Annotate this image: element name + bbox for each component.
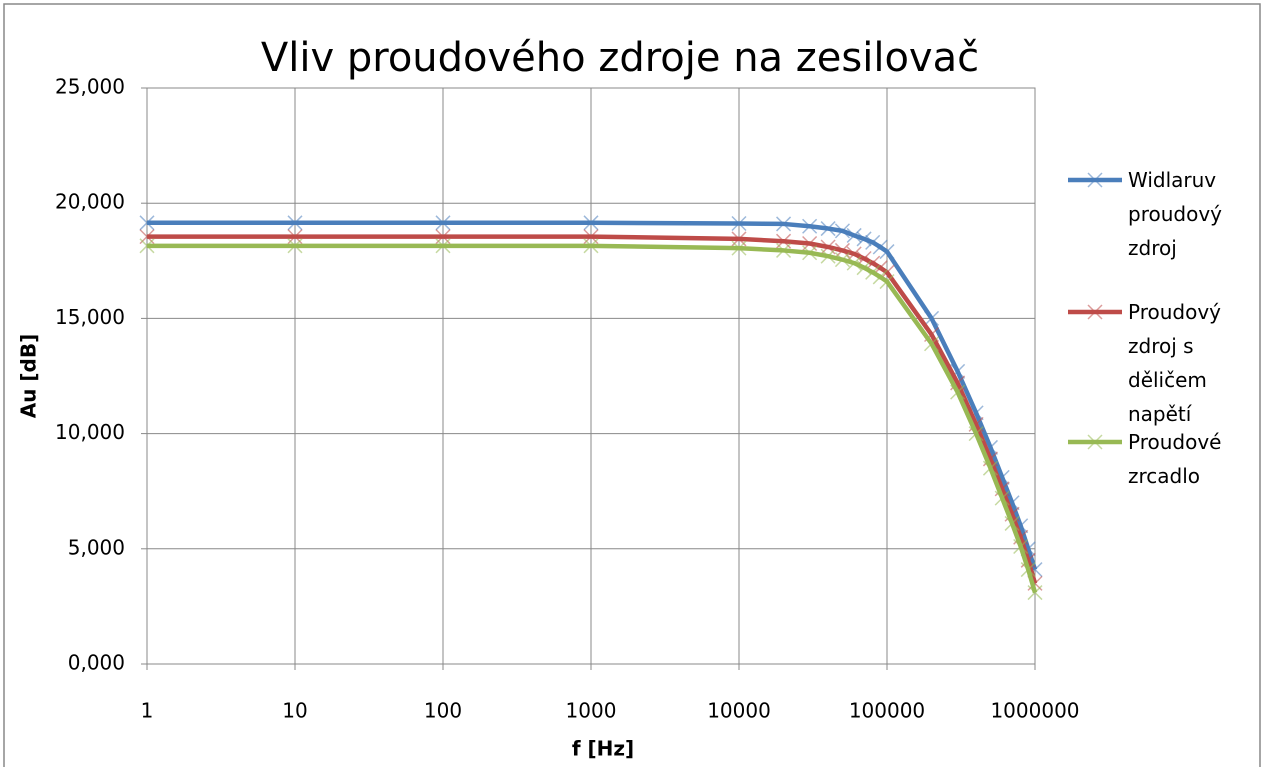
x-tick-label: 1000000 <box>990 699 1079 723</box>
legend-label: Proudové zrcadlo <box>1128 430 1222 488</box>
legend-label: Widlaruv proudový zdroj <box>1128 168 1222 260</box>
x-tick-label: 10000 <box>707 699 771 723</box>
x-tick-label: 1000 <box>566 699 617 723</box>
x-axis-label: f [Hz] <box>572 737 634 761</box>
y-axis-label: Au [dB] <box>17 334 41 419</box>
legend-label: Proudový zdroj s děličem napětí <box>1128 300 1222 426</box>
x-tick-label: 100 <box>424 699 462 723</box>
y-tick-label: 0,000 <box>68 651 125 675</box>
x-tick-label: 1 <box>141 699 154 723</box>
legend-marker <box>1087 172 1103 188</box>
x-tick-label: 100000 <box>849 699 925 723</box>
chart-title: Vliv proudového zdroje na zesilovač <box>261 35 979 81</box>
legend-marker <box>1087 304 1103 320</box>
x-tick-label: 10 <box>282 699 307 723</box>
y-tick-label: 15,000 <box>55 305 125 329</box>
series-line <box>147 234 1038 584</box>
y-tick-label: 5,000 <box>68 535 125 559</box>
y-tick-label: 20,000 <box>55 190 125 214</box>
y-tick-label: 10,000 <box>55 420 125 444</box>
series-line <box>147 243 1038 594</box>
legend-marker <box>1087 434 1103 450</box>
y-tick-label: 25,000 <box>55 75 125 99</box>
